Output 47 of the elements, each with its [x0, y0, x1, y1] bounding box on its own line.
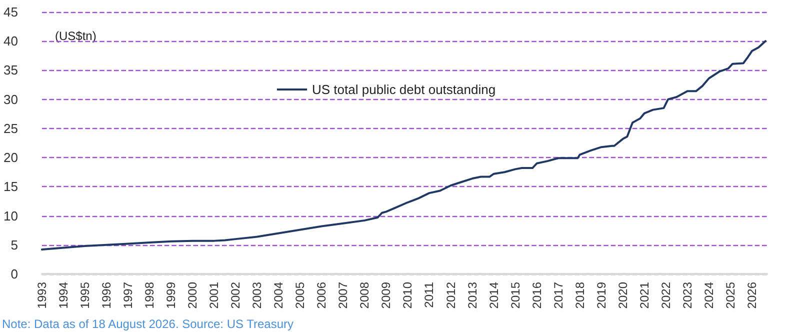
x-tick-label: 2004 [272, 282, 286, 309]
x-tick-label: 2018 [572, 282, 587, 309]
x-tick-label: 2003 [250, 282, 264, 309]
x-tick-label: 1993 [35, 282, 49, 309]
y-tick-label: 45 [4, 4, 18, 20]
x-tick-label: 2007 [336, 282, 350, 309]
x-tick-label: 2023 [680, 282, 694, 309]
x-tick-label: 2013 [465, 282, 480, 309]
x-tick-label: 2021 [637, 282, 652, 309]
y-tick-label: 0 [10, 266, 18, 282]
x-tick-label: 2015 [508, 282, 522, 309]
y-axis-title: (US$tn) [55, 29, 96, 43]
x-tick-label: 1995 [78, 282, 92, 309]
x-tick-label: 2009 [379, 282, 394, 309]
y-tick-label: 10 [4, 208, 18, 224]
x-tick-label: 2010 [400, 282, 415, 309]
x-tick-label: 2000 [186, 282, 200, 309]
y-tick-label: 20 [4, 150, 18, 166]
x-tick-label: 2024 [702, 282, 716, 309]
x-tick-label: 1994 [56, 282, 71, 309]
x-tick-label: 2005 [293, 282, 308, 309]
x-tick-label: 2020 [616, 282, 630, 309]
x-tick-label: 2016 [530, 282, 544, 309]
x-tick-label: 1998 [142, 282, 157, 309]
x-tick-label: 2011 [422, 282, 436, 308]
x-tick-label: 2019 [594, 282, 608, 309]
text: Note: Data as of 18 August 2026. Source: US Treasury [2, 317, 294, 331]
y-tick-label: 5 [10, 237, 18, 252]
x-tick-label: 2026 [744, 282, 759, 309]
x-tick-label: 2017 [551, 282, 566, 309]
x-tick-label: 2012 [444, 282, 458, 309]
y-tick-label: 30 [4, 92, 18, 107]
x-tick-label: 2014 [486, 282, 501, 309]
x-tick-label: 2025 [723, 282, 738, 309]
x-tick-label: 2001 [207, 282, 222, 309]
x-tick-label: 2006 [314, 282, 329, 309]
y-tick-label: 40 [4, 34, 18, 49]
x-tick-label: 2002 [228, 282, 243, 309]
y-tick-label: 35 [4, 62, 18, 78]
y-tick-label: 25 [4, 120, 18, 136]
x-tick-label: 1997 [121, 282, 136, 309]
x-tick-label: 1996 [100, 282, 114, 309]
x-tick-label: 2008 [358, 282, 372, 309]
x-tick-label: 2022 [658, 282, 673, 309]
y-tick-label: 15 [4, 179, 18, 194]
legend-label: US total public debt outstanding [312, 82, 496, 97]
x-tick-label: 1999 [164, 282, 178, 309]
